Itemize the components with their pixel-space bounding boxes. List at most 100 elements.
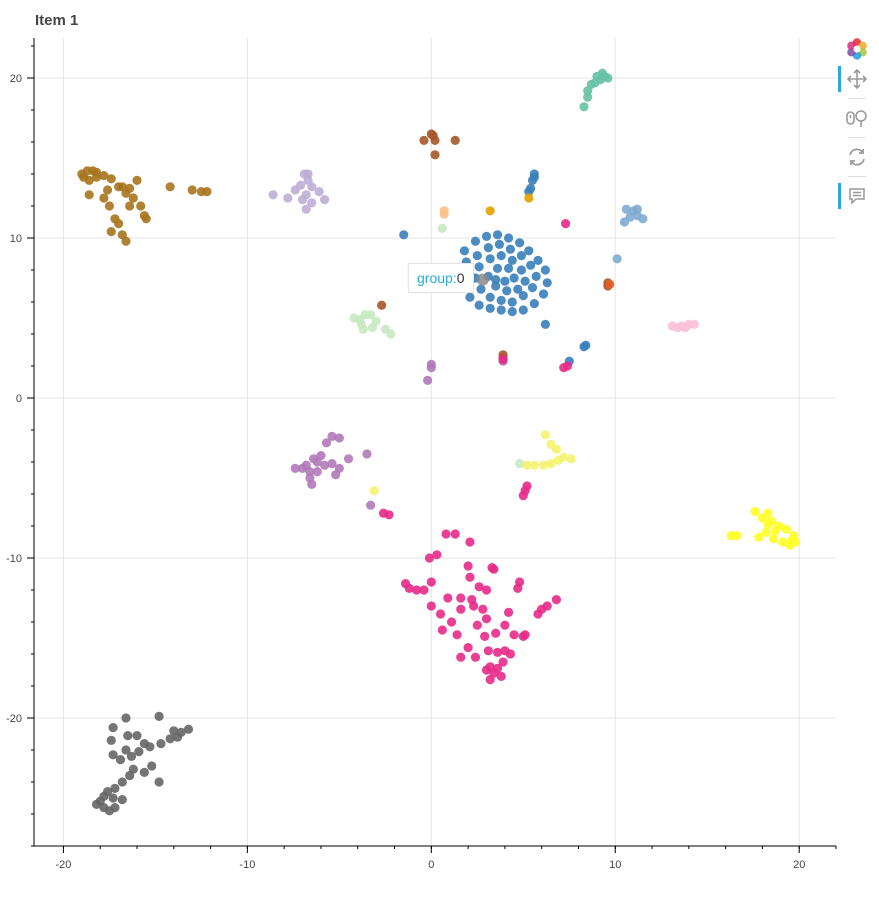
data-point[interactable]	[358, 324, 368, 334]
data-point[interactable]	[183, 724, 194, 734]
data-point[interactable]	[301, 204, 311, 214]
data-point[interactable]	[367, 323, 378, 333]
data-point[interactable]	[726, 531, 736, 541]
data-point[interactable]	[619, 217, 630, 227]
data-point[interactable]	[518, 291, 528, 301]
data-point[interactable]	[439, 209, 449, 219]
data-point[interactable]	[435, 609, 446, 619]
data-point[interactable]	[136, 201, 146, 211]
data-point[interactable]	[424, 553, 435, 563]
data-point[interactable]	[527, 283, 538, 293]
data-point[interactable]	[612, 254, 622, 264]
data-point[interactable]	[597, 68, 607, 78]
data-point[interactable]	[492, 263, 503, 273]
data-point[interactable]	[531, 271, 541, 281]
data-point[interactable]	[134, 747, 144, 757]
data-point[interactable]	[481, 614, 492, 624]
data-point[interactable]	[128, 764, 138, 774]
data-point[interactable]	[538, 289, 549, 299]
data-point[interactable]	[91, 799, 102, 810]
data-point[interactable]	[459, 246, 470, 256]
data-point[interactable]	[561, 219, 571, 229]
data-point[interactable]	[114, 219, 124, 229]
data-point[interactable]	[605, 279, 615, 289]
data-point[interactable]	[540, 319, 550, 329]
data-point[interactable]	[492, 230, 503, 240]
data-point[interactable]	[320, 195, 330, 205]
data-point[interactable]	[533, 255, 543, 265]
data-point[interactable]	[121, 236, 131, 246]
data-point[interactable]	[529, 460, 539, 470]
data-point[interactable]	[202, 187, 212, 197]
data-point[interactable]	[121, 745, 131, 755]
data-point[interactable]	[412, 585, 422, 595]
data-point[interactable]	[117, 777, 127, 787]
data-point[interactable]	[139, 739, 149, 749]
data-point[interactable]	[419, 585, 429, 595]
data-point[interactable]	[551, 595, 562, 605]
data-point[interactable]	[369, 486, 379, 496]
data-point[interactable]	[102, 185, 113, 195]
data-point[interactable]	[542, 601, 552, 611]
data-point[interactable]	[125, 201, 135, 211]
data-point[interactable]	[518, 305, 528, 315]
data-point[interactable]	[516, 251, 527, 261]
data-point[interactable]	[426, 359, 436, 369]
data-point[interactable]	[465, 537, 475, 547]
data-point[interactable]	[307, 479, 317, 489]
data-point[interactable]	[502, 286, 512, 296]
data-point[interactable]	[787, 535, 797, 546]
data-point[interactable]	[750, 507, 760, 517]
data-point[interactable]	[551, 444, 562, 454]
data-point[interactable]	[132, 731, 142, 741]
data-point[interactable]	[321, 438, 332, 448]
data-point[interactable]	[132, 175, 142, 185]
data-point[interactable]	[187, 185, 197, 195]
data-point[interactable]	[498, 657, 508, 667]
data-point[interactable]	[500, 620, 510, 630]
data-point[interactable]	[334, 433, 344, 443]
data-point[interactable]	[463, 643, 473, 653]
data-point[interactable]	[474, 582, 484, 592]
data-point[interactable]	[632, 204, 642, 214]
data-point[interactable]	[156, 739, 166, 749]
data-point[interactable]	[503, 233, 514, 243]
data-point[interactable]	[126, 751, 137, 762]
data-point[interactable]	[505, 244, 516, 254]
data-point[interactable]	[331, 470, 341, 480]
data-point[interactable]	[469, 601, 479, 611]
data-point[interactable]	[496, 305, 506, 315]
data-point[interactable]	[399, 230, 409, 240]
data-point[interactable]	[307, 182, 317, 192]
data-point[interactable]	[481, 585, 492, 595]
data-point[interactable]	[763, 508, 773, 518]
data-point[interactable]	[437, 625, 447, 635]
data-point[interactable]	[456, 652, 466, 662]
data-point[interactable]	[141, 214, 151, 224]
data-point[interactable]	[583, 92, 593, 102]
data-point[interactable]	[546, 459, 556, 469]
data-point[interactable]	[312, 457, 322, 467]
data-point[interactable]	[463, 561, 473, 571]
data-point[interactable]	[474, 262, 484, 272]
data-point[interactable]	[125, 183, 135, 193]
data-point[interactable]	[491, 628, 501, 638]
data-point[interactable]	[128, 193, 138, 203]
data-point[interactable]	[446, 617, 457, 627]
data-point[interactable]	[621, 204, 631, 214]
data-point[interactable]	[522, 481, 532, 491]
data-point[interactable]	[314, 187, 324, 197]
data-point[interactable]	[343, 454, 354, 464]
data-point[interactable]	[377, 300, 387, 310]
data-point[interactable]	[553, 455, 563, 465]
data-point[interactable]	[110, 803, 120, 813]
hovered-point[interactable]	[476, 273, 489, 286]
data-point[interactable]	[312, 467, 322, 477]
data-point[interactable]	[456, 593, 466, 603]
data-point[interactable]	[476, 284, 486, 294]
data-point[interactable]	[507, 297, 517, 307]
data-point[interactable]	[106, 735, 116, 746]
data-point[interactable]	[426, 577, 436, 587]
data-point[interactable]	[108, 750, 118, 760]
data-point[interactable]	[386, 329, 396, 339]
